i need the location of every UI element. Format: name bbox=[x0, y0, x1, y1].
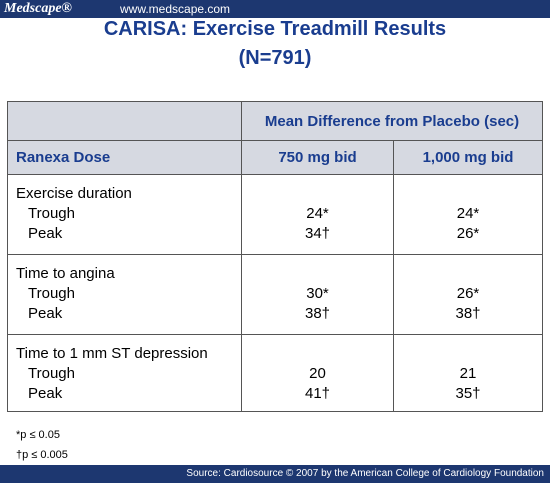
header-cell bbox=[7, 101, 242, 141]
value: 24* bbox=[306, 205, 329, 222]
source: Source: Cardiosource © 2007 by the Ameri… bbox=[186, 468, 544, 479]
spacer bbox=[250, 184, 385, 204]
label-cell: Time to angina Trough Peak bbox=[7, 254, 242, 335]
label-cell: Time to 1 mm ST depression Trough Peak bbox=[7, 334, 242, 412]
group-label: Exercise duration bbox=[16, 185, 132, 202]
group-label: Time to angina bbox=[16, 265, 115, 282]
value: 38† bbox=[304, 305, 331, 322]
title: CARISA: Exercise Treadmill Results bbox=[103, 18, 447, 40]
value-cell: 24* 34† bbox=[241, 174, 394, 255]
spacer bbox=[402, 264, 534, 284]
url: www.medscape.com bbox=[120, 2, 231, 16]
value: 26* bbox=[456, 225, 480, 242]
group-header: Mean Difference from Placebo (sec) bbox=[241, 101, 543, 141]
column-header: 750 mg bid bbox=[241, 140, 394, 175]
value: 21 bbox=[459, 365, 477, 382]
value: 26* bbox=[456, 285, 480, 302]
logo: Medscape® bbox=[4, 1, 72, 16]
value: 35† bbox=[455, 385, 481, 402]
footnote: †p ≤ 0.005 bbox=[16, 449, 68, 461]
value: 24* bbox=[456, 205, 480, 222]
source-bar: Source: Cardiosource © 2007 by the Ameri… bbox=[0, 465, 550, 483]
value-cell: 24* 26* bbox=[393, 174, 543, 255]
value-cell: 26* 38† bbox=[393, 254, 543, 335]
row-label: Peak bbox=[28, 305, 63, 322]
column-header: Ranexa Dose bbox=[7, 140, 242, 175]
value: 30* bbox=[306, 285, 329, 302]
value-cell: 30* 38† bbox=[241, 254, 394, 335]
row-label: Trough bbox=[28, 365, 75, 382]
subtitle: (N=791) bbox=[238, 47, 312, 69]
spacer bbox=[402, 184, 534, 204]
column-header: 1,000 mg bid bbox=[393, 140, 543, 175]
value-cell: 21 35† bbox=[393, 334, 543, 412]
row-label: Peak bbox=[28, 225, 63, 242]
value: 38† bbox=[455, 305, 481, 322]
spacer bbox=[402, 344, 534, 364]
row-label: Peak bbox=[28, 385, 63, 402]
results-table: Mean Difference from Placebo (sec) Ranex… bbox=[7, 101, 543, 412]
group-label: Time to 1 mm ST depression bbox=[16, 345, 208, 362]
group-row: Time to 1 mm ST depression Trough Peak 20 41… bbox=[7, 334, 543, 412]
group-row: Exercise duration Trough Peak 24* 34† 24* 26* bbox=[7, 174, 543, 255]
row-label: Trough bbox=[28, 205, 75, 222]
value: 34† bbox=[304, 225, 331, 242]
spacer bbox=[250, 264, 385, 284]
label-cell: Exercise duration Trough Peak bbox=[7, 174, 242, 255]
top-bar: Medscape® www.medscape.com bbox=[0, 0, 550, 18]
group-row: Time to angina Trough Peak 30* 38† 26* 38† bbox=[7, 254, 543, 335]
spacer bbox=[250, 344, 385, 364]
footnote: *p ≤ 0.05 bbox=[16, 429, 60, 441]
value: 41† bbox=[304, 385, 331, 402]
value: 20 bbox=[309, 365, 326, 382]
row-label: Trough bbox=[28, 285, 75, 302]
value-cell: 20 41† bbox=[241, 334, 394, 412]
